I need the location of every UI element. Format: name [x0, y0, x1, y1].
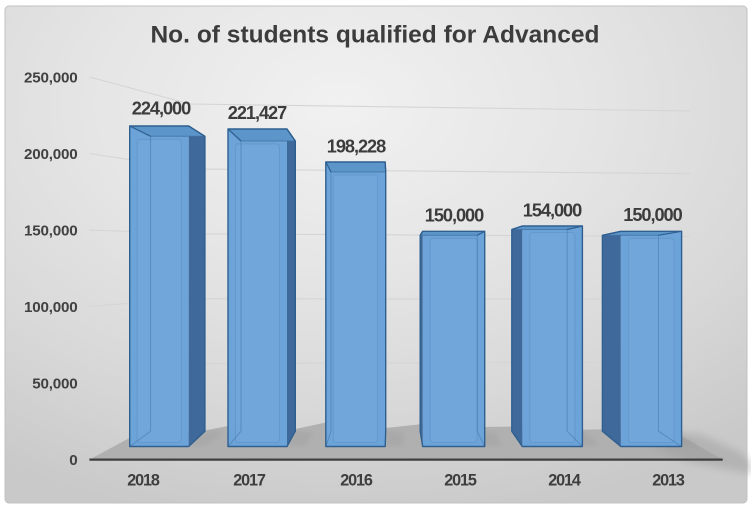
svg-text:150,000: 150,000 — [425, 205, 484, 225]
svg-text:50,000: 50,000 — [32, 375, 77, 392]
svg-text:0: 0 — [69, 452, 77, 469]
svg-text:154,000: 154,000 — [523, 200, 582, 220]
svg-text:2015: 2015 — [444, 471, 477, 489]
svg-text:No. of students qualified for: No. of students qualified for Advanced — [150, 22, 599, 49]
svg-text:198,228: 198,228 — [327, 136, 386, 156]
svg-text:2013: 2013 — [652, 471, 685, 489]
svg-text:150,000: 150,000 — [623, 205, 682, 225]
svg-text:2014: 2014 — [548, 471, 581, 489]
svg-text:200,000: 200,000 — [24, 146, 78, 163]
svg-text:250,000: 250,000 — [24, 69, 78, 86]
svg-text:2018: 2018 — [127, 471, 160, 489]
svg-text:2017: 2017 — [233, 471, 266, 489]
svg-text:150,000: 150,000 — [24, 222, 78, 239]
svg-text:224,000: 224,000 — [132, 98, 191, 118]
svg-text:100,000: 100,000 — [24, 299, 78, 316]
svg-text:221,427: 221,427 — [228, 103, 287, 123]
svg-text:2016: 2016 — [340, 471, 373, 489]
